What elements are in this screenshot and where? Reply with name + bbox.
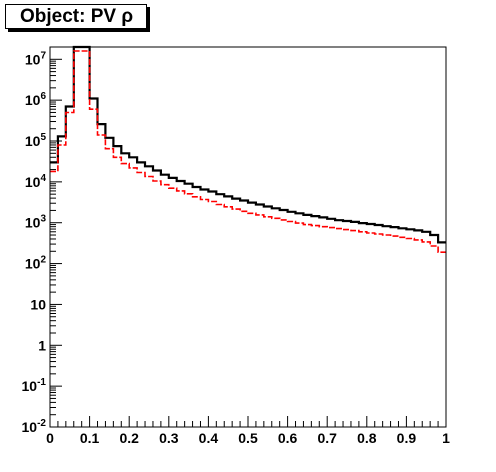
x-tick-label: 0.9 [397, 430, 417, 446]
series-layer [50, 45, 446, 253]
axis-ticks [49, 46, 447, 428]
y-tick-label: 10-2 [22, 418, 47, 435]
series-line-0 [50, 45, 446, 244]
x-tick-label: 0.2 [119, 430, 139, 446]
y-tick-label: 107 [25, 50, 47, 67]
y-tick-label: 106 [25, 91, 47, 108]
chart-title: Object: PV ρ [5, 4, 147, 29]
x-tick-label: 0 [46, 430, 54, 446]
y-tick-label: 103 [25, 214, 47, 231]
x-tick-label: 0.1 [80, 430, 100, 446]
x-tick-label: 0.7 [317, 430, 337, 446]
x-tick-label: 0.6 [278, 430, 298, 446]
y-tick-label: 10-1 [22, 377, 47, 394]
plot-frame [49, 46, 447, 428]
y-tick-label: 104 [25, 173, 47, 190]
x-tick-label: 1 [442, 430, 450, 446]
y-tick-label: 102 [25, 255, 47, 272]
x-tick-label: 0.4 [199, 430, 219, 446]
series-line-1 [50, 50, 446, 253]
x-tick-label: 0.3 [159, 430, 179, 446]
y-tick-label: 105 [25, 132, 47, 149]
x-tick-label: 0.5 [238, 430, 258, 446]
y-tick-label: 10 [30, 296, 46, 312]
x-tick-label: 0.8 [357, 430, 377, 446]
axis-tick-labels: 0 0.1 0.2 0.3 0.4 0.5 0.6 0.7 0.8 0.9 1 10-2 10-1 1 10… [22, 50, 451, 446]
y-tick-label: 1 [38, 337, 46, 353]
